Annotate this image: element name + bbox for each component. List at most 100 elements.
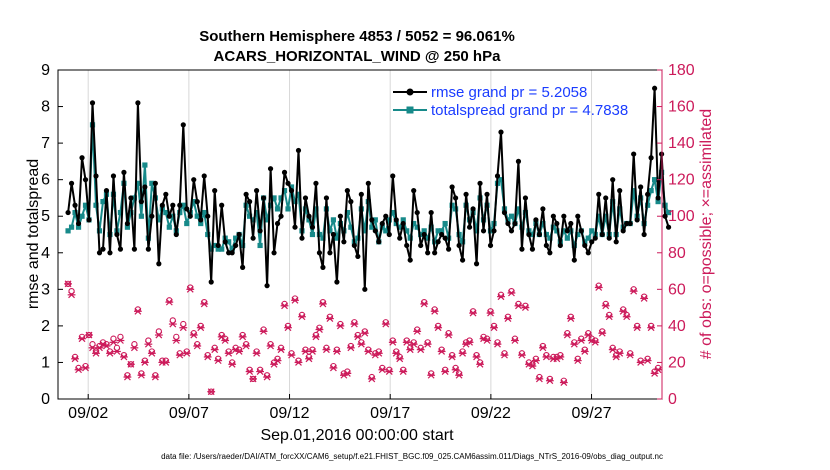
obs-assimilated-point — [228, 360, 237, 368]
obs-assimilated-point — [493, 340, 502, 348]
obs-assimilated-point — [654, 366, 663, 374]
obs-assimilated-point — [350, 320, 359, 328]
obs-assimilated-point — [92, 349, 100, 357]
obs-assimilated-point — [336, 322, 345, 330]
obs-assimilated-point — [168, 320, 177, 328]
totalspread-point — [348, 224, 354, 230]
totalspread-point — [201, 209, 207, 216]
rmse-point — [400, 220, 406, 227]
rmse-point — [96, 250, 103, 256]
obs-assimilated-point — [172, 337, 181, 344]
obs-assimilated-point — [486, 309, 495, 317]
rmse-point — [128, 195, 134, 201]
rmse-point — [456, 242, 462, 249]
obs-possible-point — [117, 333, 124, 341]
left-tick-label: 3 — [41, 281, 50, 298]
totalspread-point — [156, 217, 162, 223]
left-tick-label: 8 — [41, 99, 50, 116]
totalspread-point — [589, 228, 595, 234]
obs-assimilated-point — [154, 331, 163, 339]
rmse-point — [135, 100, 141, 106]
rmse-point — [79, 155, 85, 161]
rmse-point — [501, 209, 508, 216]
totalspread-point — [194, 213, 200, 219]
obs-assimilated-point — [137, 371, 146, 379]
totalspread-point — [253, 209, 260, 216]
rmse-point — [219, 202, 225, 208]
totalspread-point — [547, 235, 553, 241]
rmse-point — [253, 188, 260, 194]
left-tick-label: 0 — [41, 391, 50, 408]
totalspread-point — [264, 217, 270, 223]
rmse-point — [550, 213, 556, 219]
rmse-point — [302, 195, 309, 201]
totalspread-point — [439, 228, 445, 234]
obs-assimilated-point — [392, 349, 401, 357]
obs-assimilated-point — [353, 333, 362, 341]
obs-assimilated-point — [413, 327, 422, 335]
totalspread-point — [281, 188, 288, 194]
obs-assimilated-point — [577, 337, 586, 344]
totalspread-point — [411, 220, 417, 227]
obs-assimilated-point — [133, 307, 142, 315]
rmse-point — [411, 188, 417, 194]
rmse-point — [645, 191, 651, 197]
data-file-footnote: data file: /Users/raeder/DAI/ATM_forcXX/… — [161, 452, 663, 461]
obs-assimilated-point — [511, 337, 519, 344]
totalspread-point — [100, 199, 106, 205]
rmse-point — [138, 199, 144, 205]
obs-assimilated-point — [427, 371, 436, 379]
obs-assimilated-point — [147, 349, 156, 357]
obs-assimilated-point — [518, 351, 526, 359]
rmse-point — [274, 220, 281, 227]
totalspread-point — [327, 228, 333, 234]
obs-assimilated-point — [399, 368, 408, 376]
chart-title-line1: Southern Hemisphere 4853 / 5052 = 96.061… — [199, 28, 515, 45]
rmse-point — [390, 173, 396, 179]
totalspread-point — [397, 224, 403, 230]
rmse-point — [592, 235, 598, 241]
totalspread-point — [505, 217, 511, 223]
rmse-point — [428, 209, 434, 216]
rmse-point — [627, 220, 633, 227]
rmse-point — [575, 213, 581, 219]
totalspread-point — [421, 228, 427, 234]
obs-assimilated-point — [528, 362, 537, 370]
totalspread-point — [543, 231, 549, 238]
totalspread-point — [138, 213, 144, 219]
obs-assimilated-point — [364, 348, 373, 355]
rmse-point — [508, 228, 515, 234]
obs-assimilated-point — [532, 357, 540, 365]
right-tick-label: 100 — [668, 208, 695, 225]
x-tick-label: 09/17 — [370, 405, 410, 422]
totalspread-point — [334, 235, 340, 241]
obs-assimilated-point — [476, 360, 484, 368]
obs-possible-point — [89, 341, 96, 348]
obs-assimilated-point — [559, 379, 568, 386]
obs-assimilated-point — [566, 315, 575, 323]
obs-assimilated-point — [332, 348, 341, 355]
obs-assimilated-point — [584, 331, 593, 339]
obs-assimilated-point — [423, 340, 432, 348]
obs-assimilated-point — [102, 342, 111, 350]
totalspread-point — [522, 209, 529, 216]
totalspread-point — [163, 209, 169, 216]
rmse-point — [208, 279, 214, 285]
rmse-point — [86, 217, 92, 223]
rmse-point — [201, 173, 207, 179]
rmse-point — [494, 173, 501, 179]
obs-assimilated-point — [570, 340, 579, 348]
obs-assimilated-point — [298, 313, 306, 321]
totalspread-point — [418, 231, 424, 238]
rmse-point — [526, 231, 532, 238]
obs-assimilated-point — [64, 280, 72, 288]
obs-assimilated-point — [507, 289, 516, 297]
totalspread-point — [198, 220, 204, 227]
totalspread-point — [529, 231, 536, 238]
rmse-point — [589, 239, 595, 245]
obs-assimilated-point — [367, 375, 376, 383]
x-tick-label: 09/22 — [471, 405, 511, 422]
rmse-point — [362, 286, 368, 292]
totalspread-point — [226, 239, 232, 245]
